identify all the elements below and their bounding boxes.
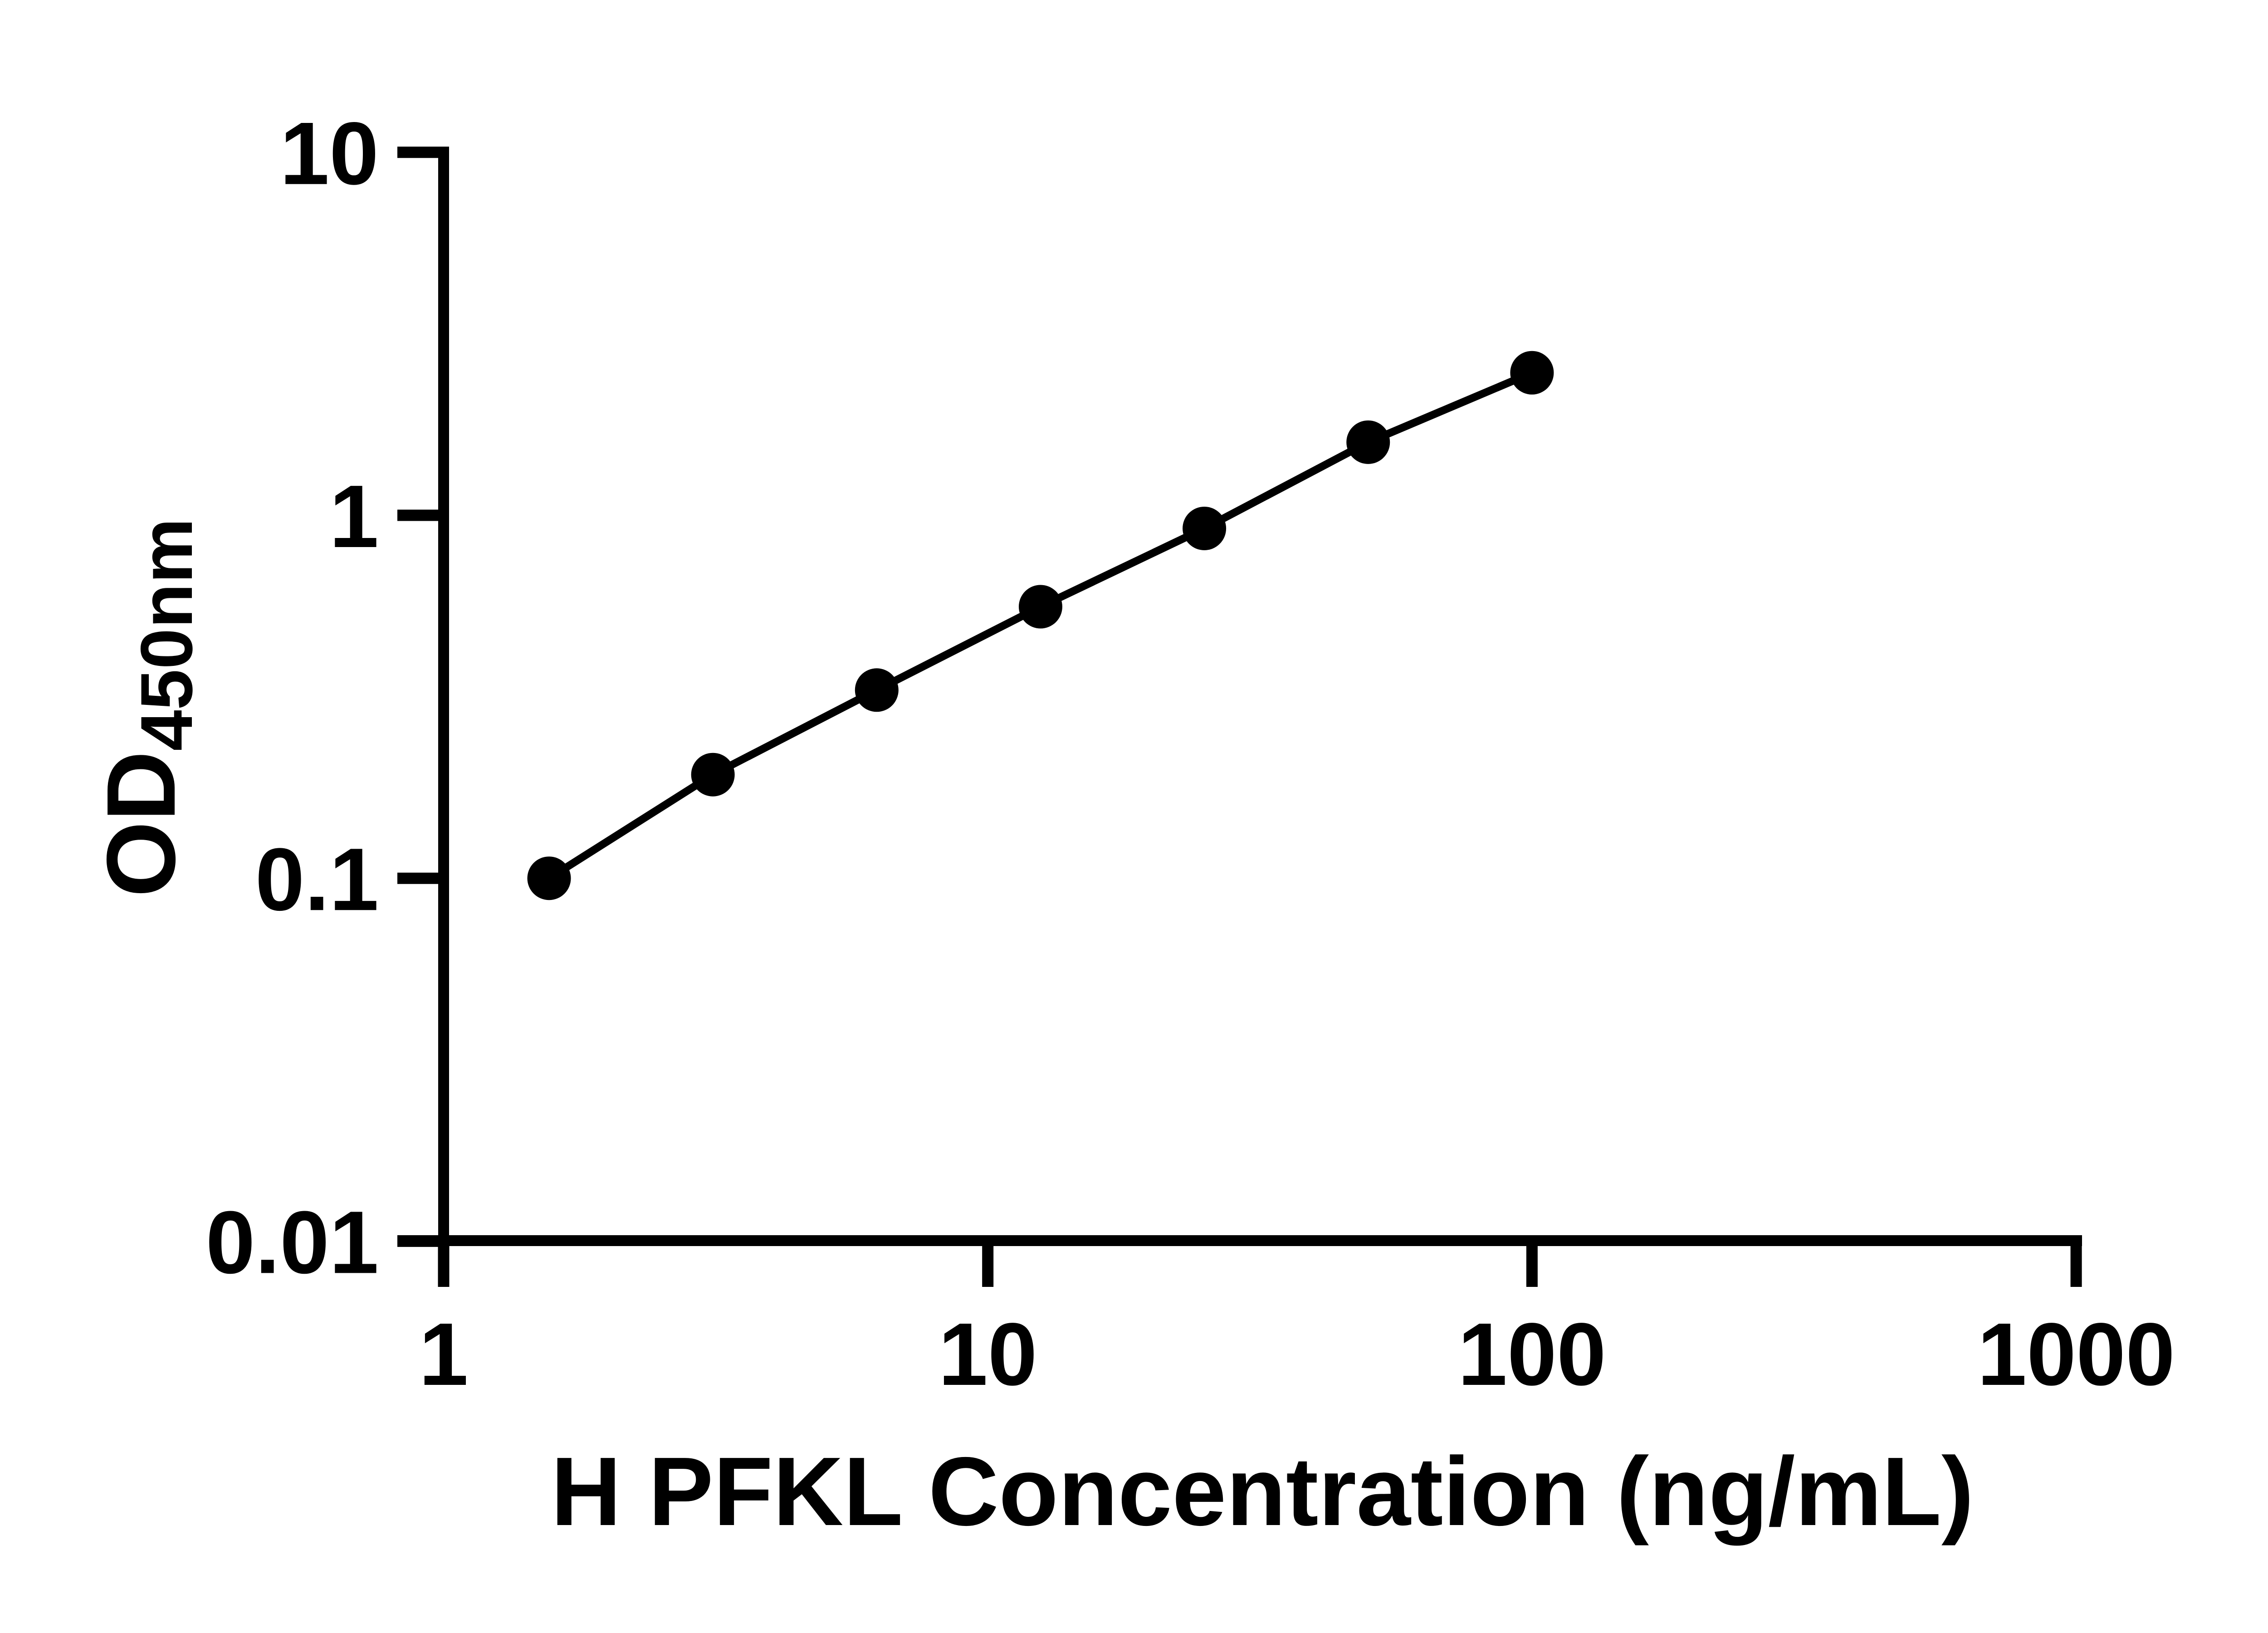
y-axis-title-main: OD	[86, 751, 196, 897]
data-point	[527, 856, 571, 900]
y-tick-label: 0.01	[206, 1193, 379, 1292]
plot-generated-layer: 10 1 0.1 0.01 1 10 100 1000	[206, 104, 2175, 1404]
y-tick-label: 10	[280, 104, 379, 203]
y-tick-label: 0.1	[255, 830, 379, 929]
data-point	[1183, 506, 1227, 550]
data-point	[855, 668, 899, 712]
data-point	[1018, 585, 1062, 629]
data-point	[691, 753, 735, 797]
data-point	[1346, 420, 1390, 464]
y-axis-title: OD450nm	[86, 518, 208, 897]
y-tick-label: 1	[329, 467, 379, 566]
x-tick-label: 100	[1458, 1305, 1606, 1404]
x-tick-label: 1000	[1977, 1305, 2175, 1404]
x-tick-label: 10	[938, 1305, 1037, 1404]
x-tick-label: 1	[419, 1305, 468, 1404]
x-axis-title: H PFKL Concentration (ng/mL)	[551, 1437, 1974, 1546]
y-axis-title-subscript: 450nm	[126, 518, 208, 751]
data-point	[1510, 351, 1554, 395]
